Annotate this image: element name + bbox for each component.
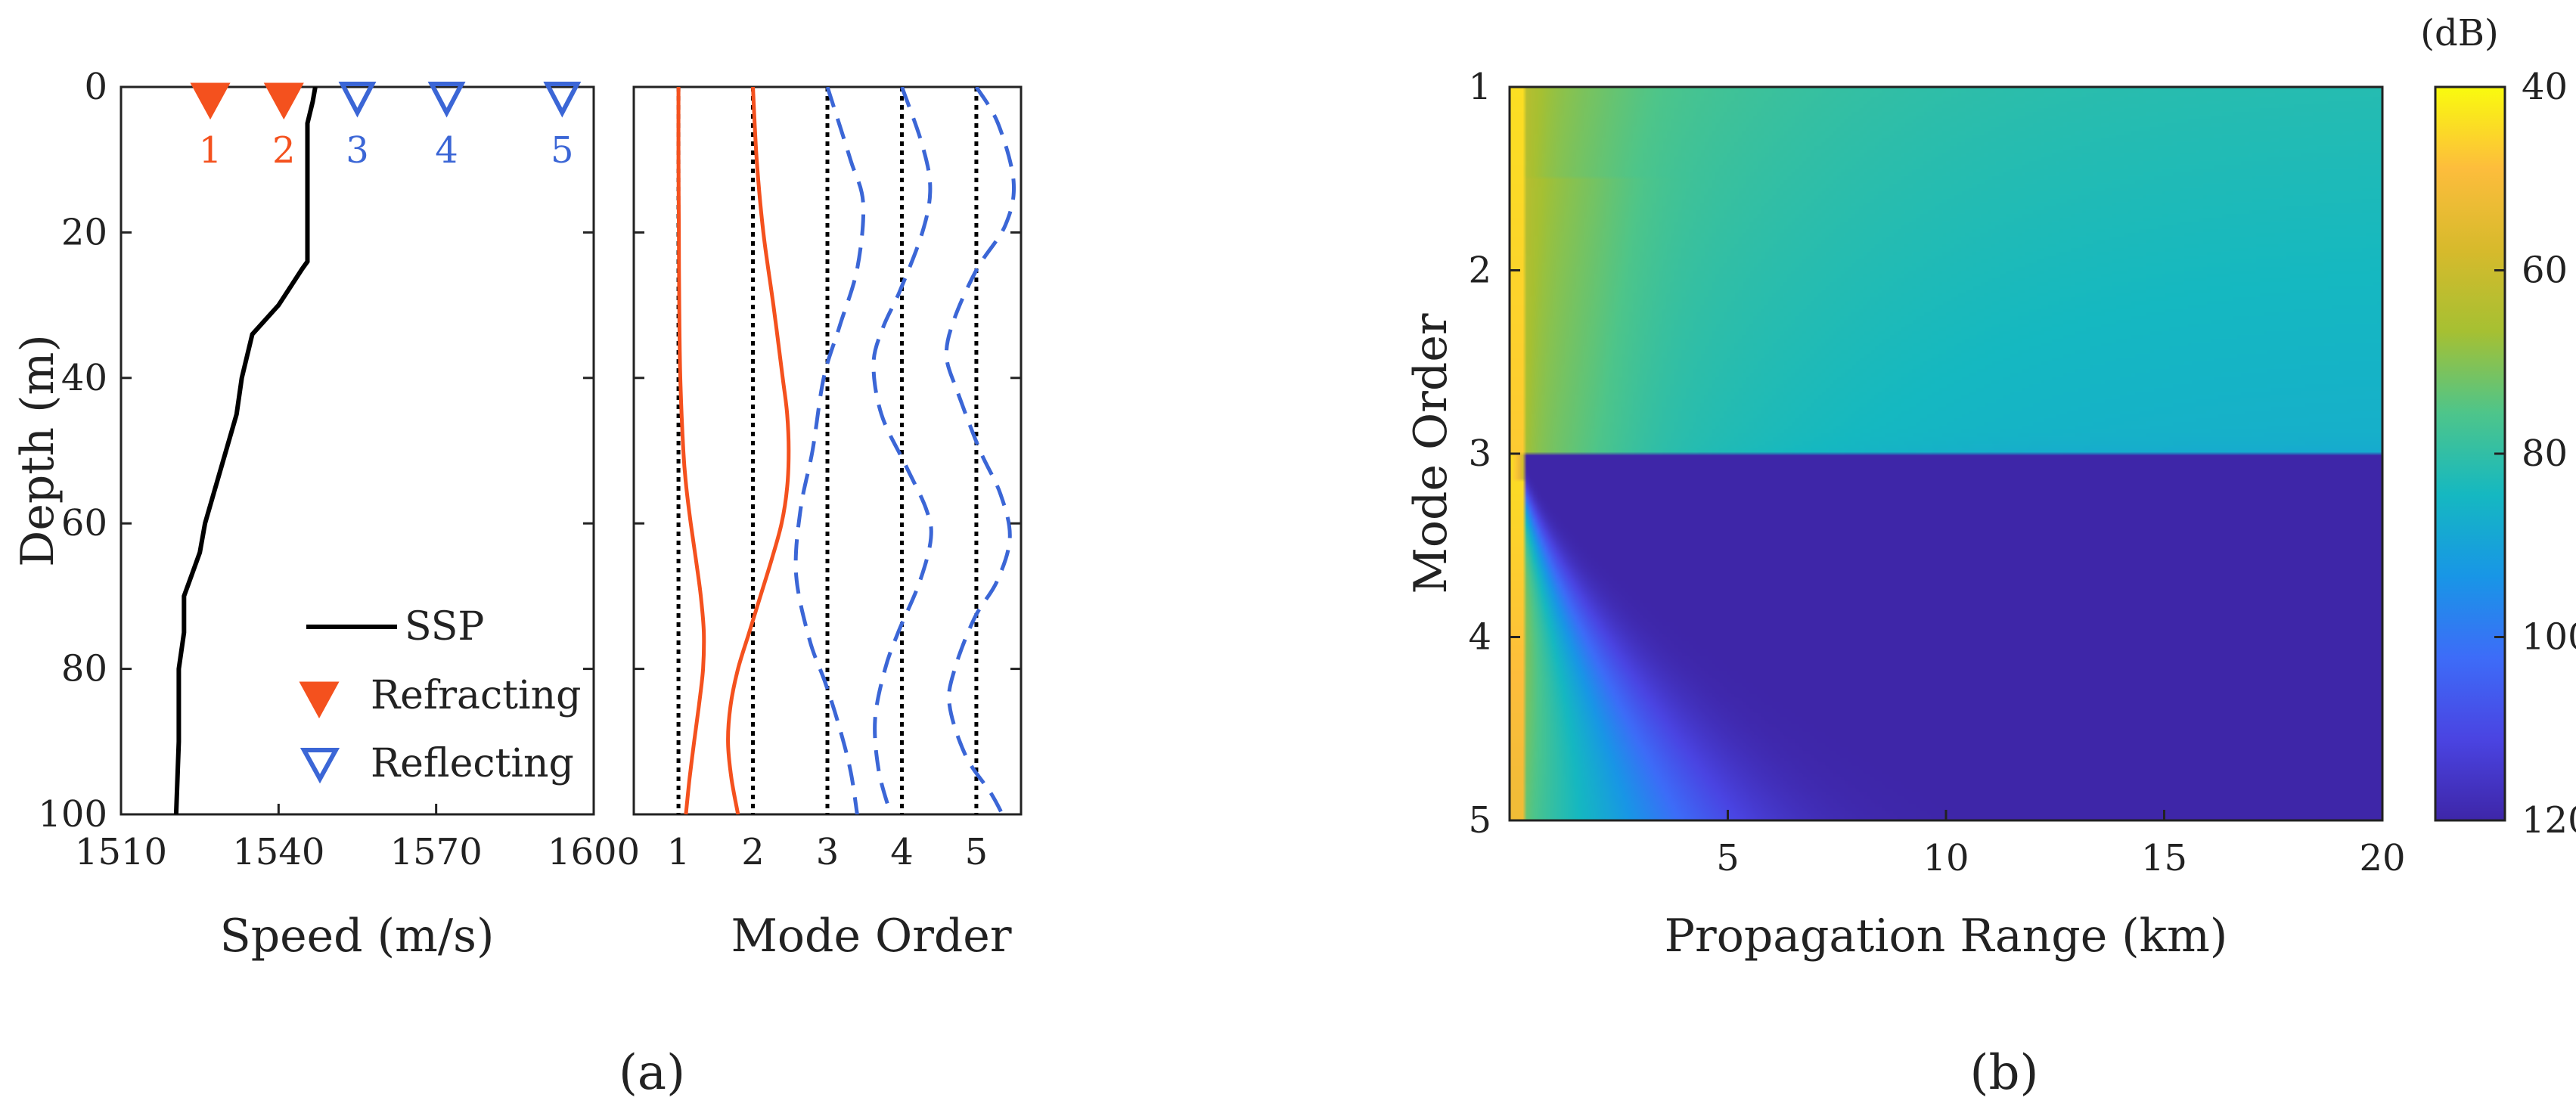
reflecting-marker-label: 4 (435, 129, 458, 172)
range-tick-label: 10 (1923, 837, 1969, 879)
mode-order-tick-label: 1 (667, 831, 691, 873)
colorbar-tick-label: 60 (2522, 250, 2568, 292)
depth-tick-label: 40 (61, 357, 107, 399)
colorbar-gradient (2435, 87, 2505, 820)
ssp-depth-ticks: 0 20 40 60 80 100 (38, 66, 594, 836)
legend-refracting-label: Refracting (371, 673, 581, 718)
ssp-plot: 0 20 40 60 80 100 1510 1540 1570 1600 1 2 3 4 5 SSP … (11, 66, 640, 963)
legend-refracting-marker (299, 681, 340, 719)
colorbar-ticks: 40 60 80 100 120 (2494, 66, 2576, 842)
heatmap-range-ticks: 5 10 15 20 (1716, 810, 2406, 879)
colorbar-tick-label: 100 (2522, 616, 2576, 659)
mode-markers: 1 2 3 4 5 (190, 82, 582, 172)
mode-shape-order-ticks: 1 2 3 4 5 (667, 831, 988, 873)
mode-order-tick-label: 3 (816, 831, 840, 873)
refracting-marker-label: 2 (272, 129, 296, 172)
speed-tick-label: 1540 (232, 831, 324, 873)
ssp-plot-frame (119, 85, 595, 816)
mode-order-tick-label: 4 (890, 831, 914, 873)
depth-tick-label: 80 (61, 648, 107, 690)
refracting-marker (190, 82, 231, 120)
reflecting-marker (427, 82, 466, 118)
depth-tick-label: 60 (61, 502, 107, 544)
speed-tick-label: 1570 (390, 831, 483, 873)
depth-tick-label: 20 (61, 211, 107, 253)
speed-tick-label: 1600 (548, 831, 640, 873)
ssp-xlabel: Speed (m/s) (220, 910, 495, 963)
reflecting-marker-label: 3 (346, 129, 369, 172)
reflecting-marker (543, 82, 582, 118)
range-tick-label: 20 (2359, 837, 2405, 879)
reflecting-marker (338, 82, 377, 118)
mode-2-shape (726, 87, 791, 814)
colorbar-tick-label: 80 (2522, 433, 2568, 475)
colorbar-unit: (dB) (2420, 12, 2498, 54)
mode-4-shape (871, 87, 933, 814)
heatmap-xlabel: Propagation Range (km) (1665, 910, 2228, 963)
mode-order-tick-label: 5 (965, 831, 989, 873)
ssp-legend: SSP Refracting Reflecting (299, 604, 581, 786)
range-tick-label: 15 (2141, 837, 2187, 879)
legend-reflecting-label: Reflecting (371, 741, 574, 786)
mode-range-heatmap: 1 2 3 4 5 5 10 15 20 Mode Order Propagation Ran… (1404, 12, 2576, 963)
ssp-speed-ticks: 1510 1540 1570 1600 (75, 804, 640, 873)
reflecting-marker-label: 5 (551, 129, 574, 172)
refracting-marker (263, 82, 304, 120)
legend-ssp-label: SSP (405, 604, 484, 650)
colorbar-tick-label: 120 (2522, 799, 2576, 842)
colorbar-tick-label: 40 (2522, 66, 2568, 108)
mode-tick-label: 2 (1468, 250, 1491, 292)
heatmap-image (1510, 87, 2382, 820)
refracting-marker-label: 1 (199, 129, 222, 172)
colorbar: 40 60 80 100 120 (dB) (2420, 12, 2576, 842)
mode-1-shape (676, 87, 706, 814)
caption-b: (b) (1970, 1045, 2039, 1101)
legend-reflecting-marker (299, 748, 340, 784)
mode-curves (676, 87, 1016, 814)
depth-tick-label: 100 (38, 793, 107, 836)
heatmap-mode-ticks: 1 2 3 4 5 (1468, 66, 1520, 842)
heatmap-ylabel: Mode Order (1404, 313, 1457, 594)
mode-shape-depth-ticks (634, 85, 1021, 816)
caption-a: (a) (619, 1045, 685, 1101)
mode-tick-label: 5 (1468, 799, 1491, 842)
depth-tick-label: 0 (84, 66, 107, 108)
mode-shape-xlabel: Mode Order (731, 910, 1011, 963)
ssp-ylabel: Depth (m) (11, 334, 64, 567)
range-tick-label: 5 (1716, 837, 1740, 879)
ssp-curve (173, 87, 318, 814)
mode-tick-label: 1 (1468, 66, 1491, 108)
speed-tick-label: 1510 (75, 831, 167, 873)
mode-shape-plot: 1 2 3 4 5 Mode Order (632, 85, 1023, 963)
mode-5-shape (944, 87, 1016, 814)
mode-tick-label: 3 (1468, 433, 1491, 475)
mode-tick-label: 4 (1468, 616, 1491, 659)
mode-order-tick-label: 2 (741, 831, 765, 873)
mode-3-shape (793, 87, 866, 814)
